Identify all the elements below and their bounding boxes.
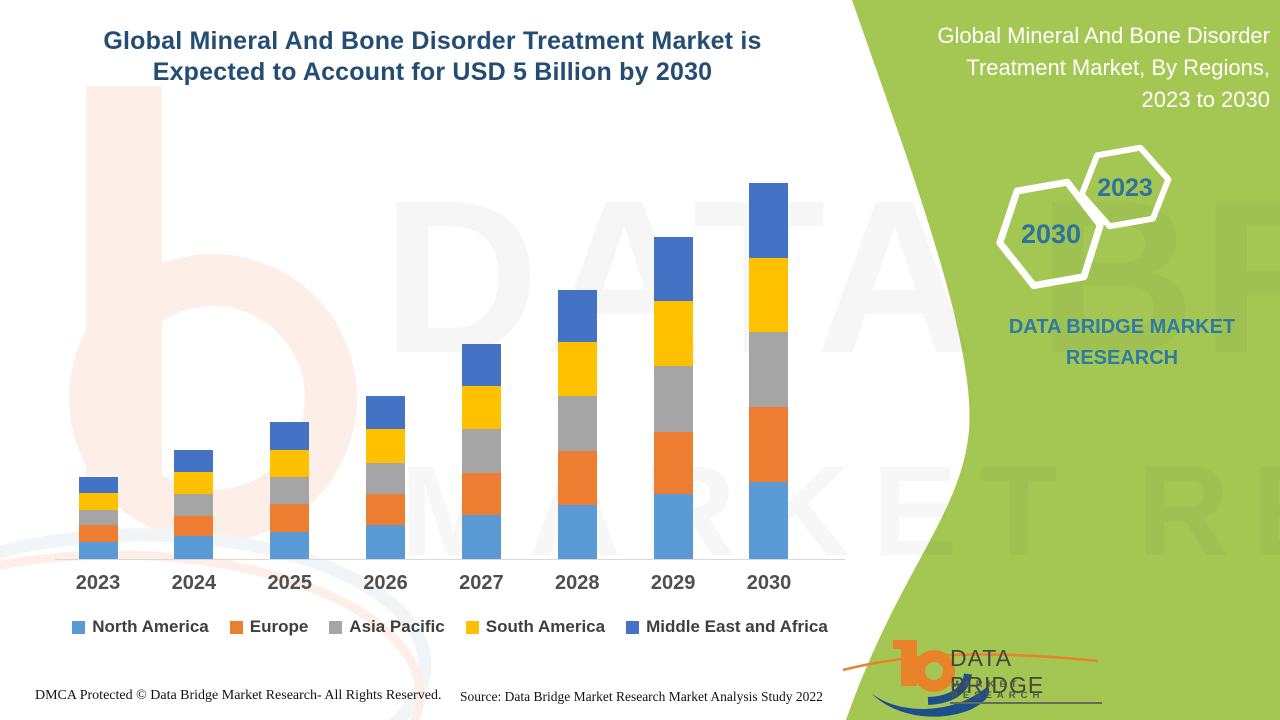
legend-item: Asia Pacific (329, 617, 445, 637)
x-axis-label-2026: 2026 (363, 572, 408, 594)
legend-item: South America (465, 617, 606, 637)
svg-text:DATA BRIDGE: DATA BRIDGE (382, 156, 1280, 399)
stacked-bar-2029 (653, 237, 693, 559)
bar-segment-2023 (78, 477, 118, 493)
stacked-bar-2026 (366, 396, 406, 559)
legend-swatch-icon (626, 620, 640, 634)
legend-label: South America (485, 617, 606, 636)
data-bridge-logo-icon (842, 640, 1099, 717)
stacked-bar-2025 (270, 422, 310, 559)
bar-segment-2024 (174, 472, 214, 494)
bar-segment-2027 (461, 473, 501, 515)
bar-segment-2023 (78, 542, 118, 559)
stacked-bar-2028 (557, 290, 597, 559)
bar-segment-2024 (174, 536, 214, 559)
x-axis-label-2028: 2028 (555, 572, 600, 594)
bar-segment-2029 (653, 494, 693, 559)
x-axis-label-2027: 2027 (459, 572, 504, 594)
x-axis-label-2025: 2025 (267, 572, 312, 594)
bar-segment-2029 (653, 301, 693, 366)
green-panel-shape (846, 0, 1280, 720)
dmca-notice: DMCA Protected © Data Bridge Market Rese… (35, 688, 442, 703)
bar-segment-2026 (366, 525, 406, 559)
bar-segment-2027 (461, 344, 501, 386)
bar-segment-2030 (749, 407, 789, 482)
page-title: Global Mineral And Bone Disorder Treatme… (75, 26, 790, 88)
hexagon-2030-icon (996, 178, 1104, 290)
green-panel-title: Global Mineral And Bone Disorder Treatme… (880, 20, 1270, 116)
legend-label: Asia Pacific (349, 617, 445, 636)
bar-segment-2024 (174, 450, 214, 472)
bar-segment-2026 (366, 463, 406, 494)
legend-swatch-icon (465, 620, 479, 634)
legend-label: Europe (249, 617, 309, 636)
bar-segment-2030 (749, 258, 789, 332)
hexagon-year-2030: 2030 (1020, 219, 1082, 249)
brand-text-line2: RESEARCH (1065, 347, 1179, 369)
green-panel-title-line2: Treatment Market, By Regions, (966, 55, 1270, 80)
brand-text: DATA BRIDGE MARKET RESEARCH (962, 312, 1280, 374)
hexagon-year-2023: 2023 (1097, 174, 1153, 202)
bar-segment-2029 (653, 237, 693, 301)
bar-segment-2028 (557, 505, 597, 559)
hexagon-2023-icon (1078, 144, 1172, 230)
bar-segment-2028 (557, 396, 597, 451)
bar-segment-2023 (78, 493, 118, 510)
bar-segment-2028 (557, 451, 597, 505)
x-axis-label-2030: 2030 (746, 572, 792, 594)
bar-segment-2029 (653, 366, 693, 432)
bar-segment-2025 (270, 504, 310, 532)
x-axis-label-2024: 2024 (171, 572, 217, 594)
bar-segment-2028 (557, 342, 597, 396)
bar-segment-2030 (749, 183, 789, 258)
stacked-bar-chart: 2023 2024 2025 2026 2027 2028 2029 2030 (55, 160, 845, 594)
legend-item: Europe (229, 617, 309, 637)
bar-segment-2026 (366, 396, 406, 429)
legend-swatch-icon (72, 620, 86, 634)
bar-segment-2030 (749, 482, 789, 559)
logo-name: DATA BRIDGE (950, 645, 1102, 704)
stacked-bar-2023 (78, 477, 118, 559)
green-panel-title-line1: Global Mineral And Bone Disorder (937, 23, 1270, 48)
bar-segment-2024 (174, 494, 214, 516)
legend-item: North America (72, 617, 209, 637)
bar-segment-2025 (270, 422, 310, 450)
bar-segment-2027 (461, 386, 501, 429)
bar-segment-2030 (749, 332, 789, 407)
stacked-bar-2030 (749, 183, 789, 559)
x-axis-label-2029: 2029 (650, 572, 696, 594)
chart-legend: North America Europe Asia Pacific South Ame… (55, 617, 845, 637)
bar-segment-2023 (78, 525, 118, 542)
bar-segment-2026 (366, 494, 406, 525)
x-axis-label-2023: 2023 (75, 572, 121, 594)
bar-segment-2024 (174, 516, 214, 536)
bar-segment-2025 (270, 532, 310, 559)
legend-label: North America (92, 617, 209, 636)
legend-swatch-icon (329, 620, 343, 634)
green-panel-title-line3: 2023 to 2030 (1141, 87, 1270, 112)
source-note: Source: Data Bridge Market Research Mark… (460, 689, 823, 704)
bar-segment-2028 (557, 290, 597, 342)
page-title-line1: Global Mineral And Bone Disorder Treatme… (103, 27, 762, 55)
logo-subtitle: MARKET RESEARCH (951, 679, 1045, 701)
bar-segment-2026 (366, 429, 406, 463)
brand-text-line1: DATA BRIDGE MARKET (1008, 316, 1236, 338)
stacked-bar-2024 (174, 450, 214, 559)
bar-segment-2025 (270, 477, 310, 504)
page-title-line2: Expected to Account for USD 5 Billion by… (152, 58, 713, 86)
bar-segment-2023 (78, 510, 118, 525)
bar-segment-2027 (461, 515, 501, 559)
bar-segment-2029 (653, 432, 693, 494)
bar-segment-2027 (461, 429, 501, 473)
stacked-bar-2027 (461, 344, 501, 559)
bar-segment-2025 (270, 450, 310, 477)
x-axis-line (55, 559, 845, 560)
legend-label: Middle East and Africa (646, 617, 828, 636)
legend-item: Middle East and Africa (626, 617, 828, 637)
legend-swatch-icon (229, 620, 243, 634)
